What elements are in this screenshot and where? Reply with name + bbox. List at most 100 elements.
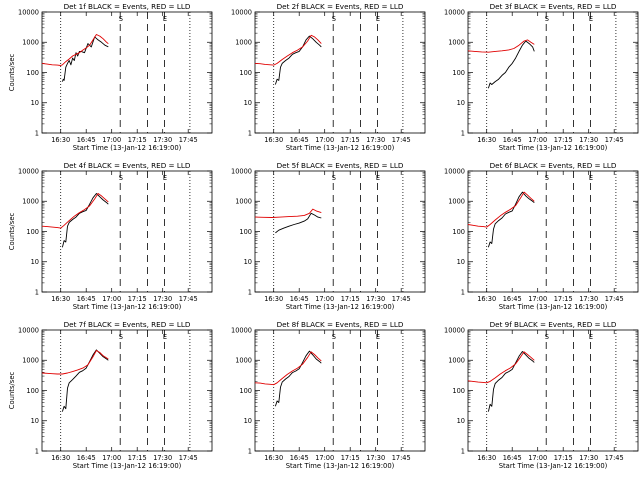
series-line-events [61, 36, 109, 82]
y-tick-label: 100 [452, 69, 465, 77]
x-tick-label: 17:30 [153, 454, 172, 462]
marker-label: S [119, 174, 123, 182]
plot-panel-4: 1 10 100 1000 10000 16:30 16:45 17:00 17:15 17:30… [8, 161, 213, 311]
x-tick-label: 17:30 [366, 454, 385, 462]
marker-label: S [545, 174, 549, 182]
x-tick-label: 17:00 [315, 136, 334, 144]
x-tick-label: 17:30 [153, 136, 172, 144]
y-tick-label: 100 [239, 69, 252, 77]
x-axis-label: Start Time (13-Jan-12 16:19:00) [499, 303, 608, 311]
x-tick-label: 16:30 [477, 295, 496, 303]
x-tick-label: 17:45 [179, 295, 198, 303]
y-axis-label: Counts/sec [8, 372, 16, 410]
y-tick-label: 10000 [444, 8, 465, 16]
y-tick-label: 1000 [235, 357, 252, 365]
plot-panel-8: 1 10 100 1000 10000 16:30 16:45 17:00 17:15 17:30… [231, 320, 426, 470]
x-tick-label: 17:45 [392, 295, 411, 303]
x-tick-label: 17:30 [579, 295, 598, 303]
y-tick-label: 1000 [448, 357, 465, 365]
x-axis-label: Start Time (13-Jan-12 16:19:00) [499, 144, 608, 152]
y-tick-label: 10000 [444, 167, 465, 175]
series-line-events [61, 193, 109, 248]
x-tick-label: 17:00 [528, 295, 547, 303]
plot-frame [41, 11, 213, 134]
marker-label: E [163, 15, 167, 23]
plot-panel-6: 1 10 100 1000 10000 16:30 16:45 17:00 17:15 17:30… [444, 161, 639, 311]
y-tick-label: 100 [239, 387, 252, 395]
marker-label: S [545, 15, 549, 23]
y-tick-label: 10000 [231, 167, 252, 175]
series-line-lld [41, 193, 109, 229]
series-line-lld [467, 191, 535, 228]
series-line-lld [254, 34, 322, 66]
x-tick-label: 17:30 [153, 295, 172, 303]
y-tick-label: 1 [248, 447, 252, 455]
y-tick-label: 10 [244, 417, 252, 425]
y-tick-label: 1 [461, 288, 465, 296]
x-axis-label: Start Time (13-Jan-12 16:19:00) [499, 462, 608, 470]
y-tick-label: 10 [457, 99, 465, 107]
x-tick-label: 16:30 [477, 136, 496, 144]
plot-title: Det 3f BLACK = Events, RED = LLD [490, 2, 617, 11]
y-tick-label: 1000 [22, 357, 39, 365]
series-line-lld [254, 208, 322, 218]
x-tick-label: 17:45 [179, 136, 198, 144]
y-tick-label: 1000 [235, 39, 252, 47]
series-line-events [487, 40, 535, 89]
y-tick-label: 1000 [22, 39, 39, 47]
x-axis-label: Start Time (13-Jan-12 16:19:00) [73, 303, 182, 311]
series-line-events [274, 35, 322, 85]
y-tick-label: 1 [35, 447, 39, 455]
plot-frame [254, 11, 426, 134]
plot-panel-5: 1 10 100 1000 10000 16:30 16:45 17:00 17:15 17:30… [231, 161, 426, 311]
marker-label: S [332, 333, 336, 341]
x-tick-label: 17:00 [315, 454, 334, 462]
y-tick-label: 1000 [235, 198, 252, 206]
series-line-events [487, 351, 535, 412]
y-tick-label: 10000 [444, 326, 465, 334]
x-tick-label: 17:15 [554, 136, 573, 144]
y-tick-label: 10000 [18, 8, 39, 16]
x-axis-label: Start Time (13-Jan-12 16:19:00) [73, 462, 182, 470]
x-axis-label: Start Time (13-Jan-12 16:19:00) [286, 462, 395, 470]
x-tick-label: 17:45 [605, 295, 624, 303]
x-tick-label: 16:30 [51, 136, 70, 144]
plot-frame [254, 170, 426, 293]
y-tick-label: 10 [31, 99, 39, 107]
x-tick-label: 17:15 [554, 454, 573, 462]
plot-panel-3: 1 10 100 1000 10000 16:30 16:45 17:00 17:15 17:30… [444, 2, 639, 152]
plot-panel-1: 1 10 100 1000 10000 16:30 16:45 17:00 17:15 17:30… [8, 2, 213, 152]
x-tick-label: 17:45 [392, 136, 411, 144]
x-tick-label: 16:45 [77, 454, 96, 462]
x-tick-label: 16:30 [264, 454, 283, 462]
series-line-lld [467, 351, 535, 384]
series-line-events [275, 212, 322, 234]
y-tick-label: 10000 [231, 326, 252, 334]
x-tick-label: 17:00 [102, 454, 121, 462]
marker-label: E [589, 15, 593, 23]
x-tick-label: 17:00 [102, 295, 121, 303]
x-tick-label: 17:30 [579, 454, 598, 462]
y-tick-label: 10 [31, 258, 39, 266]
y-tick-label: 1000 [22, 198, 39, 206]
x-tick-label: 16:45 [503, 295, 522, 303]
plot-title: Det 4f BLACK = Events, RED = LLD [64, 161, 191, 170]
y-axis-label: Counts/sec [8, 213, 16, 251]
marker-label: S [119, 15, 123, 23]
x-tick-label: 16:30 [51, 454, 70, 462]
plot-title: Det 9f BLACK = Events, RED = LLD [490, 320, 617, 329]
series-line-lld [254, 351, 322, 386]
y-tick-label: 10 [457, 258, 465, 266]
marker-label: E [376, 15, 380, 23]
plot-title: Det 1f BLACK = Events, RED = LLD [64, 2, 191, 11]
y-tick-label: 100 [452, 387, 465, 395]
x-tick-label: 16:45 [503, 454, 522, 462]
y-tick-label: 10 [244, 258, 252, 266]
y-tick-label: 1 [35, 288, 39, 296]
series-line-events [274, 350, 322, 407]
series-line-events [61, 349, 109, 412]
x-tick-label: 16:30 [477, 454, 496, 462]
series-line-lld [41, 34, 109, 66]
x-tick-label: 17:15 [554, 295, 573, 303]
y-tick-label: 1 [461, 447, 465, 455]
